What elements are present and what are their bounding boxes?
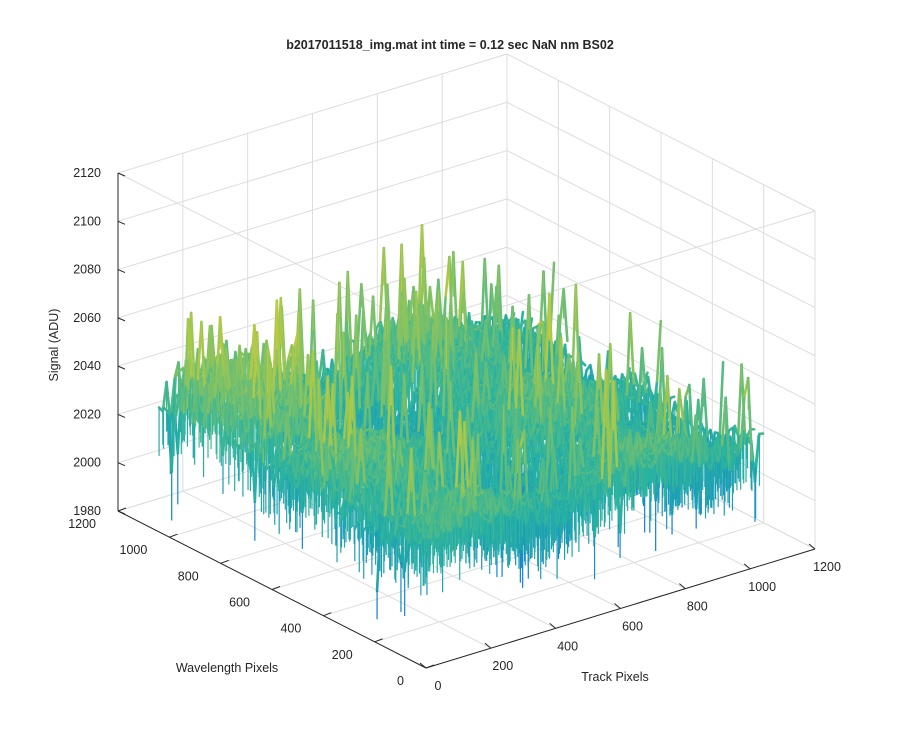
surface-segment: [189, 311, 197, 392]
backwall-grid-z: [117, 101, 508, 222]
surface-segment: [222, 374, 229, 391]
surface-segment: [365, 358, 373, 374]
surface-segment: [491, 285, 498, 349]
surface-segment: [428, 285, 435, 322]
surface-segment: [511, 305, 518, 366]
surface-segment: [400, 295, 408, 350]
surface-segment: [562, 288, 569, 343]
backwall-grid-z: [117, 53, 508, 174]
surface-segment: [471, 339, 478, 353]
floor-grid-y: [374, 522, 764, 643]
surface-segment: [211, 408, 218, 427]
surface-segment: [200, 320, 207, 400]
surface-segment: [346, 270, 353, 361]
surface-segment: [210, 374, 217, 401]
surface-segment: [396, 243, 403, 351]
surface-segment: [498, 330, 506, 343]
surface-segment: [409, 391, 416, 410]
surface-segment: [437, 289, 444, 385]
surface-segment: [431, 324, 439, 415]
surface-segment: [285, 383, 293, 407]
surface-segment: [461, 351, 469, 369]
surface-segment: [218, 316, 226, 375]
surface-segment: [259, 439, 266, 455]
surface-segment: [170, 375, 177, 473]
surface-segment: [175, 393, 182, 412]
surface-segment: [338, 331, 345, 440]
surface-segment: [258, 385, 266, 399]
surface-segment: [266, 348, 273, 440]
surface-segment: [275, 299, 282, 395]
surface-segment: [391, 365, 399, 378]
surface-segment: [269, 362, 276, 417]
chart-title: b2017011518_img.mat int time = 0.12 sec …: [286, 38, 614, 52]
surface-segment: [231, 394, 238, 406]
surface-segment: [354, 314, 362, 412]
surface-segment: [180, 385, 187, 413]
surface-segment: [436, 369, 443, 389]
surface-segment: [255, 331, 263, 433]
backwall-grid-z: [117, 150, 508, 271]
surface-segment: [228, 414, 236, 427]
surface-segment: [206, 374, 214, 416]
surface-mesh: [157, 223, 765, 620]
surface-segment: [289, 344, 296, 386]
surface-segment: [238, 344, 245, 382]
surface-segment: [462, 325, 469, 338]
surface-segment: [419, 300, 426, 352]
surface-segment: [405, 384, 412, 407]
surface-segment: [289, 417, 296, 449]
surface-segment: [495, 285, 502, 333]
surface-segment: [484, 319, 491, 363]
backwall-grid-z: [117, 198, 508, 319]
surface-segment: [186, 317, 194, 380]
surface-segment: [414, 290, 422, 367]
surface-segment: [408, 370, 415, 401]
surface-segment: [497, 349, 504, 366]
surface-segment: [273, 389, 281, 406]
surface-segment: [165, 380, 172, 423]
surface-segment: [361, 310, 369, 361]
surface-segment: [246, 441, 254, 454]
sidewall-grid-z: [506, 198, 816, 357]
surface-segment: [223, 389, 230, 400]
surface-segment: [393, 390, 401, 415]
surface-segment: [391, 341, 399, 353]
surface-segment: [192, 378, 200, 414]
surface-segment: [401, 341, 408, 365]
sidewall-grid-z: [506, 150, 816, 309]
surface-segment: [420, 342, 428, 361]
surface-segment: [424, 377, 431, 392]
surface-segment: [374, 352, 381, 410]
sidewall-grid-z: [506, 53, 816, 212]
surface-segment: [358, 310, 365, 397]
surface-segment: [453, 325, 461, 340]
surface-segment: [239, 391, 246, 415]
surface-segment: [457, 381, 464, 400]
surface-segment: [233, 439, 240, 451]
surface-segment: [397, 295, 404, 360]
surface-segment: [458, 325, 465, 349]
surface-segment: [377, 350, 384, 368]
surface-segment: [495, 367, 502, 386]
surface-segment: [193, 391, 200, 426]
surface-segment: [463, 335, 470, 355]
surface-segment: [202, 381, 209, 429]
surface-segment: [298, 288, 305, 377]
surface-segment: [411, 290, 418, 385]
surface-segment: [296, 396, 303, 411]
surface-segment: [372, 389, 380, 404]
surface-segment: [184, 385, 191, 396]
surface-segment: [449, 349, 457, 364]
surface-segment: [279, 296, 286, 383]
surface-segment: [403, 277, 410, 351]
sidewall-grid-z: [506, 101, 816, 260]
surface-segment: [296, 413, 304, 437]
surface-segment: [234, 344, 241, 385]
surface-segment: [461, 260, 468, 358]
surface-segment: [396, 375, 403, 394]
